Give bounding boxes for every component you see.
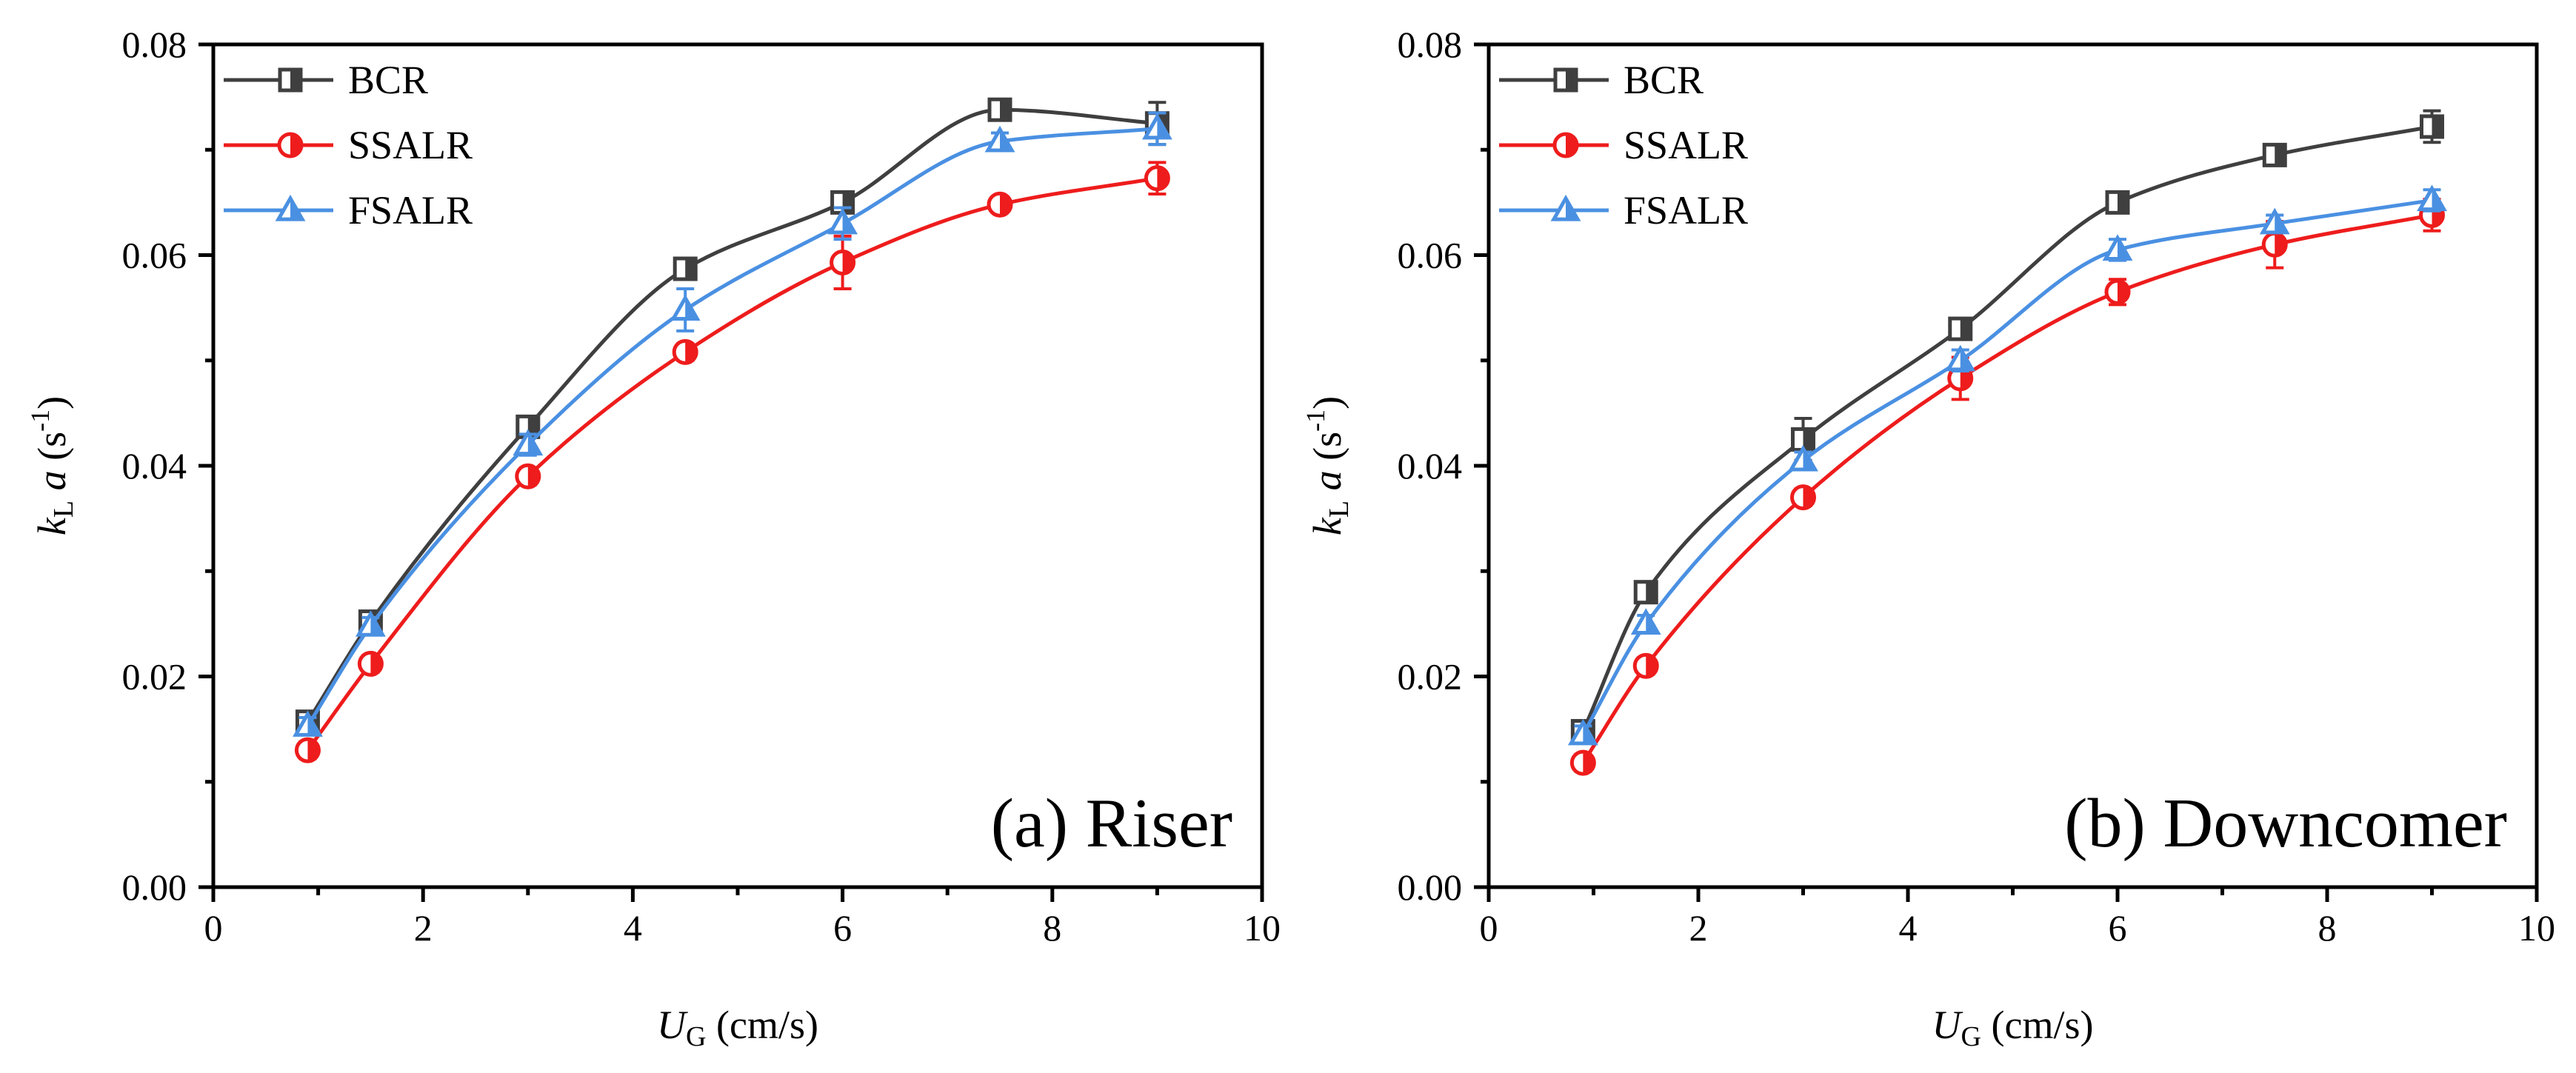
data-point-fsalr-fill (1960, 348, 1972, 370)
series-line-ssalr (306, 176, 1158, 752)
data-point-fsalr-fill (1157, 116, 1169, 138)
legend-label-ssalr: SSALR (348, 123, 473, 167)
x-tick-label: 8 (1043, 907, 1061, 949)
y-axis-label: kL a (s-1) (25, 396, 79, 535)
x-tick-label: 2 (1689, 907, 1708, 949)
x-axis-label: UG (cm/s) (1932, 1003, 2094, 1052)
legend-marker-ssalr-fill (290, 134, 301, 156)
data-point-ssalr-fill (2118, 281, 2129, 304)
legend-marker-fsalr-fill (290, 198, 303, 220)
data-point-bcr-fill (1000, 99, 1010, 121)
x-tick-label: 6 (833, 907, 852, 949)
series-ssalr (1569, 198, 2445, 776)
y-tick-label: 0.06 (1398, 235, 1463, 276)
legend-label-ssalr: SSALR (1624, 123, 1748, 167)
data-point-ssalr-fill (1583, 752, 1595, 775)
series-ssalr (294, 161, 1170, 763)
y-tick-label: 0.00 (1398, 866, 1463, 908)
x-axis-label: UG (cm/s) (657, 1003, 818, 1052)
y-tick-label: 0.06 (122, 235, 187, 276)
data-point-ssalr-fill (1157, 167, 1169, 190)
data-point-ssalr-fill (1000, 193, 1012, 216)
y-axis-label: kL a (s-1) (1301, 396, 1355, 535)
y-tick-label: 0.02 (1398, 656, 1463, 698)
y-tick-label: 0.04 (1398, 445, 1463, 487)
y-tick-label: 0.02 (122, 656, 187, 698)
data-point-ssalr-fill (1646, 655, 1658, 678)
data-point-ssalr-fill (685, 341, 697, 364)
data-point-fsalr-fill (1646, 612, 1658, 633)
legend-marker-bcr-fill (1566, 70, 1576, 90)
data-point-ssalr-fill (842, 251, 854, 274)
legend-label-fsalr: FSALR (1624, 188, 1748, 233)
data-point-fsalr-fill (842, 211, 855, 233)
legend-label-bcr: BCR (1624, 58, 1704, 102)
x-tick-label: 8 (2318, 907, 2337, 949)
y-tick-label: 0.08 (122, 24, 187, 65)
series-line-ssalr (1581, 213, 2432, 764)
data-point-bcr-fill (685, 258, 696, 279)
data-point-bcr-fill (527, 416, 538, 438)
panel-title: (b) Downcomer (2064, 785, 2507, 862)
data-point-bcr-fill (1960, 318, 1971, 340)
x-tick-label: 2 (414, 907, 433, 949)
data-point-fsalr-fill (2275, 211, 2287, 233)
panel-b: 0 2 4 6 8 10 0.00 0.02 0.04 0.06 0.08 UG (cm/s) kL a… (1301, 24, 2555, 1052)
legend: BCR SSALR FSALR (1499, 58, 1748, 233)
x-tick-label: 4 (624, 907, 642, 949)
legend-label-fsalr: FSALR (348, 188, 473, 233)
legend: BCR SSALR FSALR (224, 58, 473, 233)
panel-a: 0 2 4 6 8 10 0.00 0.02 0.04 0.06 0.08 UG (cm/s) kL a… (25, 24, 1281, 1052)
data-point-bcr-fill (842, 192, 853, 213)
data-point-fsalr-fill (370, 614, 383, 635)
data-point-fsalr-fill (2118, 238, 2130, 259)
legend-marker-ssalr-fill (1566, 134, 1577, 156)
legend-marker-fsalr-fill (1566, 198, 1578, 220)
x-tick-label: 4 (1899, 907, 1918, 949)
data-point-ssalr-fill (1960, 367, 1972, 390)
legend-marker-bcr-fill (290, 70, 301, 90)
data-point-ssalr-fill (2275, 233, 2286, 256)
x-tick-label: 6 (2109, 907, 2127, 949)
series-line-fsalr (1581, 198, 2432, 735)
panel-title: (a) Riser (991, 785, 1232, 862)
plot-frame (211, 42, 1264, 889)
x-tick-label: 10 (2518, 907, 2555, 949)
y-tick-label: 0.00 (122, 866, 187, 908)
data-point-fsalr-fill (2432, 188, 2444, 210)
data-point-ssalr-fill (1803, 486, 1815, 509)
legend-label-bcr: BCR (348, 58, 428, 102)
x-tick-label: 0 (204, 907, 223, 949)
plot-frame (1486, 42, 2539, 889)
data-point-bcr-fill (2275, 144, 2286, 166)
y-tick-label: 0.04 (122, 445, 187, 487)
x-tick-label: 10 (1244, 907, 1281, 949)
data-point-fsalr-fill (685, 298, 698, 319)
data-point-ssalr-fill (370, 652, 382, 675)
series-fsalr (1567, 184, 2447, 746)
y-tick-label: 0.08 (1398, 24, 1463, 65)
data-point-bcr-fill (1803, 429, 1814, 450)
data-point-bcr-fill (1646, 581, 1657, 603)
series-fsalr (293, 111, 1172, 737)
data-point-fsalr-fill (527, 432, 540, 454)
data-point-ssalr-fill (527, 465, 539, 488)
data-point-bcr-fill (2118, 192, 2128, 213)
data-point-fsalr-fill (1583, 722, 1595, 743)
data-point-bcr-fill (2432, 116, 2443, 137)
data-point-fsalr-fill (1000, 129, 1012, 150)
data-point-fsalr-fill (307, 714, 320, 735)
data-point-fsalr-fill (1803, 448, 1815, 469)
data-point-ssalr-fill (307, 739, 319, 762)
x-tick-label: 0 (1480, 907, 1498, 949)
